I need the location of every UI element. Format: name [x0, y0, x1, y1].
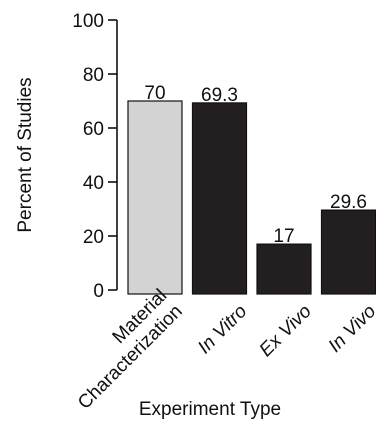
x-axis-title: Experiment Type — [139, 399, 281, 420]
y-tick-label: 40 — [83, 173, 104, 194]
bar — [191, 102, 248, 295]
bar-value-label: 29.6 — [330, 192, 367, 213]
bar-value-label: 70 — [144, 83, 165, 104]
bar-value-label: 69.3 — [201, 85, 238, 106]
bars — [127, 100, 376, 295]
y-tick-label: 60 — [83, 119, 104, 140]
bar-value-label: 17 — [273, 226, 294, 247]
y-tick-label: 80 — [83, 65, 104, 86]
y-axis: 0 20 40 60 80 100 — [72, 11, 118, 302]
bar — [256, 243, 312, 295]
x-category-label: In Vitro — [194, 301, 251, 358]
x-category-label: In Vivo — [325, 301, 376, 357]
y-tick-label: 0 — [93, 281, 104, 302]
x-category-label: Ex Vivo — [256, 301, 316, 361]
y-tick-label: 100 — [72, 11, 104, 32]
bar-value-labels: 70 69.3 17 29.6 — [144, 83, 367, 247]
y-tick-label: 20 — [83, 227, 104, 248]
y-axis-title: Percent of Studies — [15, 77, 36, 232]
x-category-label: MaterialCharacterization — [59, 285, 187, 413]
bar — [127, 100, 183, 295]
bar — [320, 209, 376, 295]
x-category-labels: MaterialCharacterization In Vitro Ex Vivo I… — [59, 285, 376, 413]
